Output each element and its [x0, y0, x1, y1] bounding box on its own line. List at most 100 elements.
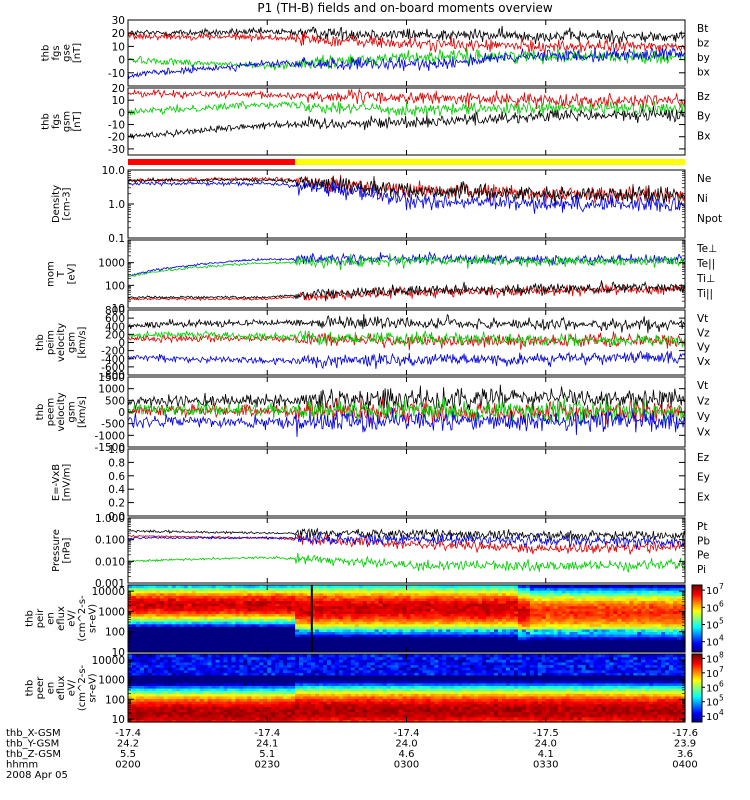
- spec-cell: [605, 633, 611, 638]
- spec-cell: [271, 590, 276, 594]
- spec-cell: [585, 615, 591, 620]
- spec-cell: [271, 626, 276, 630]
- spec-cell: [155, 595, 161, 599]
- spec-cell: [462, 646, 467, 651]
- spec-cell: [163, 633, 169, 638]
- spec-cell: [533, 603, 539, 607]
- spec-cell: [681, 585, 686, 589]
- spec-cell: [346, 587, 352, 591]
- spec-cell: [259, 631, 264, 635]
- panel-frame-density: [127, 169, 686, 239]
- spec-cell: [151, 608, 157, 612]
- spec-cell: [291, 592, 296, 596]
- spec-cell: [661, 600, 666, 604]
- spec-cell: [143, 613, 149, 617]
- spec-cell: [187, 610, 193, 614]
- spec-cell: [275, 597, 280, 602]
- spec-cell: [370, 649, 376, 653]
- spec-cell: [478, 628, 483, 632]
- spec-cell: [629, 636, 634, 640]
- spec-cell: [147, 633, 153, 638]
- spec-cell: [601, 618, 607, 622]
- spec-cell: [179, 706, 185, 710]
- spec-cell: [609, 633, 614, 638]
- spec-cell: [283, 623, 288, 627]
- spec-cell: [131, 597, 137, 602]
- spec-cell: [374, 623, 380, 627]
- spec-cell: [402, 608, 408, 612]
- spec-cell: [151, 633, 157, 638]
- spec-cell: [128, 685, 133, 689]
- spec-cell: [350, 600, 356, 604]
- spec-cell: [617, 644, 622, 648]
- spec-cell: [215, 716, 221, 720]
- spec-cell: [406, 644, 412, 648]
- spec-cell: [589, 608, 595, 612]
- spec-cell: [243, 618, 248, 622]
- spec-cell: [147, 664, 153, 668]
- spec-cell: [303, 646, 308, 651]
- spec-cell: [295, 592, 300, 596]
- spec-cell: [326, 595, 332, 599]
- spec-cell: [191, 605, 197, 609]
- spec-cell: [366, 641, 372, 645]
- spec-cell: [509, 636, 515, 640]
- spec-cell: [350, 590, 356, 594]
- spec-cell: [390, 649, 396, 653]
- spec-cell: [613, 623, 618, 627]
- spec-cell: [175, 631, 181, 635]
- spec-cell: [609, 649, 614, 653]
- spec-cell: [147, 708, 153, 713]
- spec-cell: [299, 626, 304, 630]
- spec-cell: [569, 636, 575, 640]
- spec-cell: [509, 605, 515, 609]
- spec-cell: [398, 639, 404, 643]
- spec-cell: [545, 641, 551, 645]
- spec-cell: [629, 603, 634, 607]
- spec-cell: [617, 608, 622, 612]
- spec-cell: [275, 615, 280, 620]
- spec-cell: [135, 639, 141, 643]
- ytick-label-efield-5: 1.0: [108, 444, 125, 456]
- spec-cell: [247, 628, 252, 632]
- spec-cell: [247, 592, 252, 596]
- spec-cell: [159, 693, 165, 697]
- spec-cell: [374, 615, 380, 620]
- spec-cell: [207, 669, 213, 673]
- spec-cell: [131, 654, 137, 658]
- spec-cell: [505, 641, 511, 645]
- spec-cell: [135, 603, 141, 607]
- spec-cell: [163, 626, 169, 630]
- spec-cell: [665, 621, 670, 625]
- spec-cell: [275, 639, 280, 643]
- spec-cell: [677, 613, 682, 617]
- spec-cell: [573, 618, 579, 622]
- spec-cell: [330, 600, 336, 604]
- spec-cell: [199, 597, 205, 602]
- spec-cell: [215, 674, 221, 679]
- spec-cell: [398, 623, 404, 627]
- spec-cell: [581, 595, 587, 599]
- spec-cell: [601, 615, 607, 620]
- spec-cell: [199, 680, 205, 684]
- spec-cell: [669, 590, 674, 594]
- spec-cell: [629, 621, 634, 625]
- spec-cell: [422, 592, 427, 596]
- spec-cell: [378, 623, 384, 627]
- spec-cell: [219, 701, 225, 705]
- spec-cell: [434, 585, 439, 589]
- ylabel-fgs-gse-0: thb: [40, 45, 51, 62]
- spec-cell: [474, 621, 479, 625]
- spec-cell: [494, 644, 499, 648]
- spec-cell: [171, 693, 177, 697]
- spec-cell: [259, 618, 264, 622]
- spec-cell: [227, 649, 233, 653]
- spec-cell: [486, 610, 491, 614]
- spec-cell: [251, 615, 256, 620]
- spec-cell: [239, 603, 244, 607]
- spec-cell: [645, 587, 650, 591]
- spec-cell: [151, 669, 157, 673]
- colorbar-step-peir-spec: [692, 615, 702, 618]
- spec-cell: [338, 587, 344, 591]
- spec-cell: [677, 600, 682, 604]
